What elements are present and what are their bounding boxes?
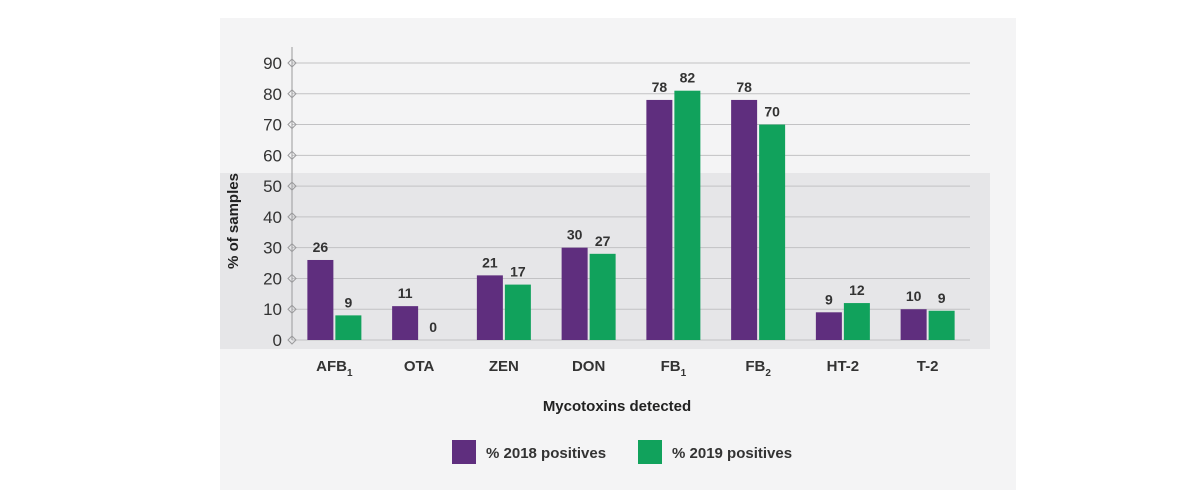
data-label: 12 <box>849 282 865 298</box>
data-label: 9 <box>938 290 946 306</box>
bar-2019 <box>759 124 786 340</box>
x-category-label: HT-2 <box>827 358 860 375</box>
bar-2018 <box>476 275 503 340</box>
legend-swatch <box>638 440 662 464</box>
y-axis: 0 10 20 30 40 50 60 70 80 90 <box>263 47 297 350</box>
y-tick-label: 70 <box>263 116 282 135</box>
data-label: 26 <box>313 239 329 255</box>
bar-2018 <box>307 259 334 340</box>
bar-chart: 0 10 20 30 40 50 60 70 80 90 26 9 11 0 21 17 30 27 78 82 78… <box>220 47 990 464</box>
legend-label: % 2019 positives <box>672 445 792 462</box>
y-tick-label: 30 <box>263 239 282 258</box>
data-label: 78 <box>736 79 752 95</box>
bar-2019 <box>928 310 955 340</box>
bar-2018 <box>815 312 842 340</box>
bar-2019 <box>589 253 616 340</box>
bar-2019 <box>504 284 531 340</box>
data-label: 21 <box>482 254 498 270</box>
data-label: 11 <box>398 285 413 301</box>
x-category-label: T-2 <box>917 358 939 375</box>
data-label: 10 <box>906 288 922 304</box>
bar-2018 <box>731 99 758 340</box>
data-label: 9 <box>825 291 833 307</box>
bar-2018 <box>561 247 588 340</box>
y-axis-title: % of samples <box>225 173 242 269</box>
x-category-label: AFB1 <box>316 358 353 379</box>
y-tick-label: 20 <box>263 269 282 288</box>
y-tick-label: 50 <box>263 177 282 196</box>
chart-panel: 0 10 20 30 40 50 60 70 80 90 26 9 11 0 21 17 30 27 78 82 78… <box>220 18 1016 490</box>
y-tick-label: 60 <box>263 146 282 165</box>
data-label: 30 <box>567 227 583 243</box>
legend: % 2018 positives % 2019 positives <box>452 440 792 464</box>
data-label: 0 <box>429 319 437 335</box>
y-tick-label: 40 <box>263 208 282 227</box>
x-category-label: ZEN <box>489 358 519 375</box>
data-label: 9 <box>344 294 352 310</box>
legend-swatch <box>452 440 476 464</box>
data-label: 82 <box>680 70 696 86</box>
data-labels: 26 9 11 0 21 17 30 27 78 82 78 70 9 12 10 9 <box>313 70 946 335</box>
x-category-label: FB2 <box>745 358 771 379</box>
y-tick-marker <box>287 335 297 345</box>
y-tick-label: 90 <box>263 54 282 73</box>
y-tick-label: 10 <box>263 300 282 319</box>
x-category-label: DON <box>572 358 605 375</box>
bars <box>307 90 955 340</box>
data-label: 70 <box>764 104 780 120</box>
data-label: 27 <box>595 233 611 249</box>
data-label: 17 <box>510 264 526 280</box>
y-tick-label: 80 <box>263 85 282 104</box>
bar-2018 <box>392 306 419 340</box>
legend-label: % 2018 positives <box>486 445 606 462</box>
bar-2018 <box>900 309 927 340</box>
gridlines <box>292 62 970 341</box>
x-axis-title: Mycotoxins detected <box>543 398 691 415</box>
x-axis-categories: AFB1 OTA ZEN DON FB1 FB2 HT-2 T-2 <box>316 358 938 379</box>
x-category-label: FB1 <box>661 358 687 379</box>
bar-2019 <box>674 90 701 340</box>
x-category-label: OTA <box>404 358 435 375</box>
bar-2019 <box>843 303 870 340</box>
data-label: 78 <box>652 79 668 95</box>
y-tick-label: 0 <box>273 331 282 350</box>
bar-2018 <box>646 99 673 340</box>
bar-2019 <box>335 315 362 340</box>
